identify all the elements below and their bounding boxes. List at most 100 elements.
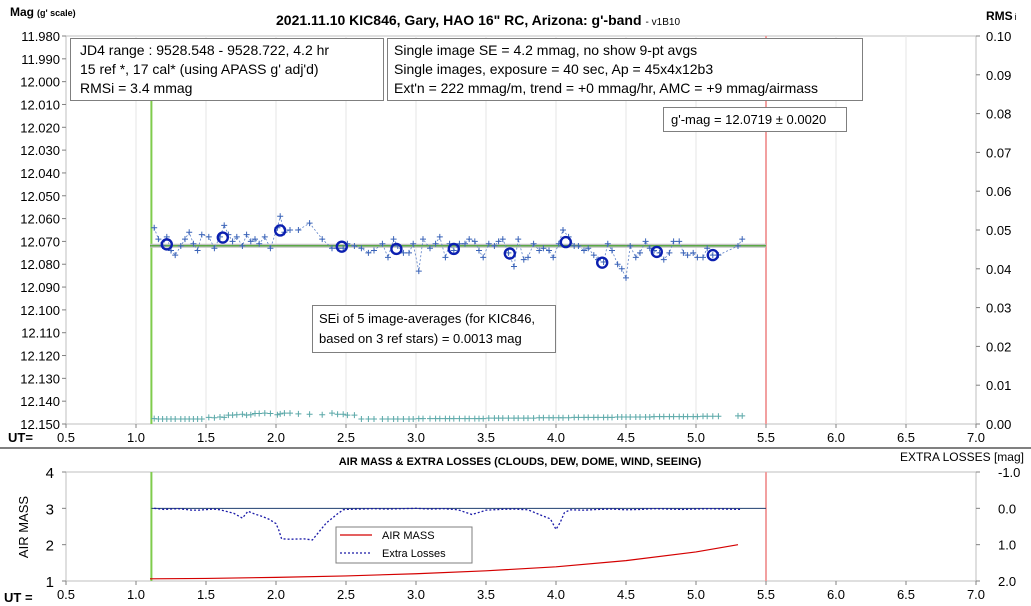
- single-image-point: [198, 231, 205, 238]
- top-y-tick-label: 12.070: [20, 234, 60, 249]
- gmag-box: g'-mag = 12.0719 ± 0.0020: [663, 107, 847, 132]
- top-y-tick-label: 12.030: [20, 143, 60, 158]
- single-image-point: [462, 240, 468, 247]
- rms-point: [385, 415, 391, 422]
- top-y-tick-label: 12.080: [20, 257, 60, 272]
- image-average-point: [216, 231, 230, 244]
- image-average-point: [706, 248, 719, 262]
- top-x-tick-label: 5.0: [687, 430, 705, 445]
- top-y-tick-label: 12.000: [20, 75, 60, 90]
- top-y-tick-label: 12.010: [20, 97, 60, 112]
- single-image-point: [432, 240, 439, 247]
- bottom-y-axis-title-right: EXTRA LOSSES [mag]: [900, 450, 1024, 464]
- top-x-tick-label: 3.5: [477, 430, 495, 445]
- rms-point: [525, 415, 531, 422]
- bottom-y-tick-label-right: -1.0: [998, 465, 1020, 480]
- rms-point: [371, 415, 377, 422]
- single-image-point: [511, 263, 517, 270]
- rms-point: [627, 414, 634, 421]
- top-x-tick-label: 6.0: [827, 430, 845, 445]
- single-image-point: [306, 220, 313, 227]
- single-image-point: [358, 245, 365, 252]
- single-image-point: [466, 236, 473, 243]
- bottom-x-tick-label: 5.5: [757, 587, 775, 602]
- single-image-point: [410, 240, 417, 247]
- top-x-tick-label: 1.5: [197, 430, 215, 445]
- single-image-point: [205, 233, 212, 240]
- bottom-y-axis-title-left: AIR MASS: [16, 496, 31, 558]
- top-y-tick-label: 12.020: [20, 120, 60, 135]
- bottom-y-tick-label-right: 1.0: [998, 538, 1016, 553]
- bottom-ut-label: UT =: [4, 590, 33, 605]
- rms-point: [560, 414, 566, 421]
- rms-point: [450, 415, 457, 422]
- top-x-tick-label: 5.5: [757, 430, 775, 445]
- single-image-point: [371, 247, 377, 254]
- top-y-tick-label: 12.130: [20, 371, 60, 386]
- rms-point: [295, 410, 302, 417]
- single-image-point: [642, 238, 649, 245]
- rms-point: [358, 415, 365, 422]
- rms-point: [550, 414, 557, 421]
- bottom-plot-area: [65, 471, 977, 582]
- bottom-x-tick-label: 2.0: [267, 587, 285, 602]
- rms-point: [261, 410, 268, 417]
- single-image-point: [627, 242, 634, 249]
- rms-point: [256, 410, 263, 417]
- image-average-point: [596, 256, 609, 269]
- single-image-point: [540, 245, 547, 252]
- bottom-x-tick-label: 2.5: [337, 587, 355, 602]
- single-image-point: [505, 249, 512, 256]
- rms-point: [239, 411, 246, 418]
- single-image-point: [495, 238, 502, 245]
- rms-point: [609, 414, 615, 421]
- rms-point: [739, 412, 746, 419]
- gmag-value: g'-mag = 12.0719 ± 0.0020: [671, 112, 827, 127]
- single-image-point: [623, 274, 629, 281]
- single-image-point: [415, 268, 422, 275]
- top-ut-label: UT=: [8, 430, 33, 445]
- rms-point: [334, 411, 341, 418]
- single-image-point: [261, 233, 268, 240]
- top-y-tick-label: 12.100: [20, 303, 60, 318]
- top-y-tick-label-right: 0.04: [986, 262, 1011, 277]
- airmass-line: [149, 544, 739, 580]
- single-image-point: [515, 236, 522, 243]
- image-average-point: [559, 235, 572, 249]
- rms-point: [436, 415, 443, 422]
- rms-point: [565, 414, 572, 421]
- single-image-point: [182, 236, 188, 243]
- top-y-ticks-right: 0.10 0.09 0.08 0.07 0.06 0.05 0.04 0.03 0.02 0.01…: [976, 29, 1011, 432]
- legend: AIR MASS Extra Losses: [335, 526, 473, 564]
- single-image-point: [609, 247, 615, 254]
- rms-point: [466, 415, 473, 422]
- bottom-x-tick-label: 7.0: [967, 587, 985, 602]
- info-range-line: JD4 range : 9528.548 - 9528.722, 4.2 hr: [80, 42, 330, 58]
- single-image-point: [190, 240, 197, 247]
- info-rmsi-line: RMSi = 3.4 mmag: [80, 80, 193, 96]
- bottom-x-tick-label: 5.0: [687, 587, 705, 602]
- single-image-point: [680, 249, 687, 256]
- single-image-point: [406, 249, 412, 256]
- top-y-tick-label: 12.060: [20, 212, 60, 227]
- single-image-point: [590, 252, 597, 259]
- single-image-point: [618, 265, 625, 272]
- top-y-tick-label-right: 0.09: [986, 68, 1011, 83]
- top-data: [151, 213, 746, 422]
- single-image-point: [277, 213, 284, 220]
- top-x-tick-label: 3.0: [407, 430, 425, 445]
- bottom-x-ticks: 0.5 1.0 1.5 2.0 2.5 3.0 3.5 4.0 4.5 5.0 5.5 6.0 6.5 7…: [57, 581, 985, 602]
- single-image-point: [340, 245, 347, 252]
- bottom-panel: 4 3 2 1 -1.0 0.0 1.0 2.0 0.5 1.0 1.5 2.0 2.5 3.0 3.5…: [4, 450, 1024, 605]
- top-x-ticks: 0.5 1.0 1.5 2.0 2.5 3.0 3.5 4.0 4.5 5.0 5.5 6.0 6.5 7…: [57, 424, 985, 445]
- single-image-point: [604, 240, 611, 247]
- single-image-point: [390, 236, 397, 243]
- single-image-point: [614, 261, 621, 268]
- single-image-point: [400, 249, 407, 256]
- single-image-point: [709, 252, 716, 259]
- bottom-y-ticks-right: -1.0 0.0 1.0 2.0: [976, 465, 1020, 589]
- rms-point: [400, 415, 407, 422]
- top-y-tick-label: 12.150: [20, 417, 60, 432]
- bottom-x-tick-label: 3.5: [477, 587, 495, 602]
- single-image-point: [560, 227, 566, 233]
